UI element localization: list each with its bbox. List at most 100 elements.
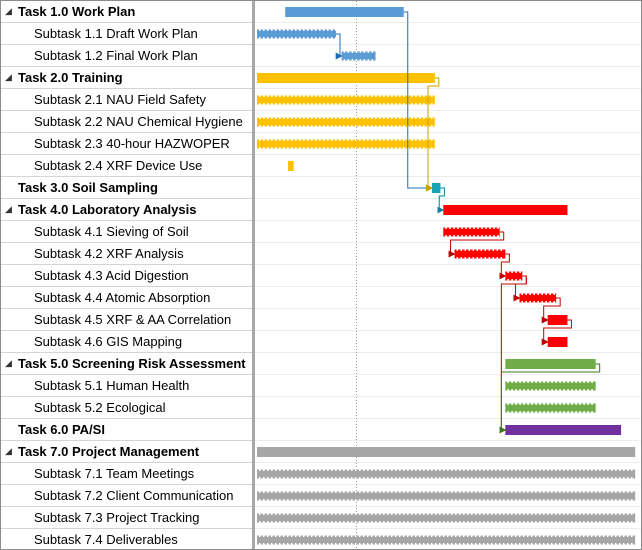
- bar-notch: [311, 521, 313, 523]
- bar-notch: [449, 235, 451, 237]
- bar-notch: [471, 543, 473, 545]
- bar-notch: [551, 477, 553, 479]
- task-row-t7_2[interactable]: Subtask 7.2 Client Communication: [1, 485, 252, 507]
- bar-notch: [443, 543, 445, 545]
- task-name: Subtask 2.4 XRF Device Use: [34, 158, 203, 173]
- task-row-t2_3[interactable]: Subtask 2.3 40-hour HAZWOPER: [1, 133, 252, 155]
- bar-notch: [575, 543, 577, 545]
- bar-notch: [263, 125, 265, 127]
- bar-notch: [583, 535, 585, 537]
- bar-notch: [591, 543, 593, 545]
- bar-notch: [575, 521, 577, 523]
- bar-notch: [575, 411, 577, 413]
- task-row-t7[interactable]: ◢ Task 7.0 Project Management: [1, 441, 252, 463]
- bar-notch: [419, 543, 421, 545]
- bar-notch: [511, 513, 513, 515]
- bar-notch: [307, 513, 309, 515]
- collapse-arrow-icon[interactable]: ◢: [5, 204, 12, 214]
- task-row-t7_3[interactable]: Subtask 7.3 Project Tracking: [1, 507, 252, 529]
- bar-notch: [575, 389, 577, 391]
- task-row-t7_1[interactable]: Subtask 7.1 Team Meetings: [1, 463, 252, 485]
- bar-notch: [535, 513, 537, 515]
- bar-notch: [475, 477, 477, 479]
- pane-splitter[interactable]: [252, 1, 255, 549]
- task-row-t6[interactable]: Task 6.0 PA/SI: [1, 419, 252, 441]
- bar-notch: [283, 29, 285, 31]
- bar-notch: [375, 543, 377, 545]
- bar-notch: [507, 521, 509, 523]
- task-row-t4_4[interactable]: Subtask 4.4 Atomic Absorption: [1, 287, 252, 309]
- task-row-t4_3[interactable]: Subtask 4.3 Acid Digestion: [1, 265, 252, 287]
- task-row-t4[interactable]: ◢ Task 4.0 Laboratory Analysis: [1, 199, 252, 221]
- bar-notch: [527, 381, 529, 383]
- task-row-t4_5[interactable]: Subtask 4.5 XRF & AA Correlation: [1, 309, 252, 331]
- bar-notch: [307, 117, 309, 119]
- bar-notch: [395, 513, 397, 515]
- bar-notch: [541, 301, 543, 303]
- task-row-t2_1[interactable]: Subtask 2.1 NAU Field Safety: [1, 89, 252, 111]
- bar-notch: [271, 513, 273, 515]
- bar-notch: [283, 491, 285, 493]
- task-row-t2_4[interactable]: Subtask 2.4 XRF Device Use: [1, 155, 252, 177]
- bar-notch: [279, 37, 281, 39]
- bar-notch: [379, 117, 381, 119]
- collapse-arrow-icon[interactable]: ◢: [5, 446, 12, 456]
- task-row-t7_4[interactable]: Subtask 7.4 Deliverables: [1, 529, 252, 549]
- bar-notch: [567, 403, 569, 405]
- collapse-arrow-icon[interactable]: ◢: [5, 6, 12, 16]
- bar-notch: [391, 469, 393, 471]
- collapse-arrow-icon[interactable]: ◢: [5, 358, 12, 368]
- bar-notch: [383, 521, 385, 523]
- bar-notch: [487, 499, 489, 501]
- bar-notch: [355, 95, 357, 97]
- task-row-t1_1[interactable]: Subtask 1.1 Draft Work Plan: [1, 23, 252, 45]
- bar-notch: [335, 469, 337, 471]
- bar-notch: [259, 29, 261, 31]
- bar-notch: [471, 521, 473, 523]
- bar-notch: [515, 521, 517, 523]
- bar-notch: [539, 411, 541, 413]
- bar-notch: [431, 521, 433, 523]
- bar-notch: [415, 513, 417, 515]
- task-row-t5_1[interactable]: Subtask 5.1 Human Health: [1, 375, 252, 397]
- bar-notch: [479, 477, 481, 479]
- bar-notch: [495, 535, 497, 537]
- bar-notch: [279, 535, 281, 537]
- task-row-t4_1[interactable]: Subtask 4.1 Sieving of Soil: [1, 221, 252, 243]
- task-row-t4_2[interactable]: Subtask 4.2 XRF Analysis: [1, 243, 252, 265]
- bar-notch: [311, 103, 313, 105]
- bar-notch: [347, 147, 349, 149]
- task-row-t5_2[interactable]: Subtask 5.2 Ecological: [1, 397, 252, 419]
- task-row-t1_2[interactable]: Subtask 1.2 Final Work Plan: [1, 45, 252, 67]
- task-row-t4_6[interactable]: Subtask 4.6 GIS Mapping: [1, 331, 252, 353]
- bar-notch: [295, 543, 297, 545]
- bar-notch: [551, 543, 553, 545]
- bar-notch: [267, 125, 269, 127]
- bar-notch: [383, 95, 385, 97]
- task-row-t1[interactable]: ◢ Task 1.0 Work Plan: [1, 1, 252, 23]
- bar-notch: [339, 513, 341, 515]
- task-row-t2_2[interactable]: Subtask 2.2 NAU Chemical Hygiene: [1, 111, 252, 133]
- task-row-t2[interactable]: ◢ Task 2.0 Training: [1, 67, 252, 89]
- bar-notch: [355, 139, 357, 141]
- bar-notch: [583, 477, 585, 479]
- bar-notch: [515, 535, 517, 537]
- collapse-arrow-icon[interactable]: ◢: [5, 72, 12, 82]
- bar-notch: [511, 499, 513, 501]
- bar-notch: [347, 117, 349, 119]
- bar-notch: [323, 37, 325, 39]
- bar-notch: [271, 95, 273, 97]
- bar-notch: [347, 469, 349, 471]
- bar-notch: [347, 103, 349, 105]
- bar-notch: [323, 491, 325, 493]
- bar-notch: [283, 117, 285, 119]
- bar-notch: [555, 477, 557, 479]
- bar-notch: [327, 37, 329, 39]
- task-row-t3[interactable]: Task 3.0 Soil Sampling: [1, 177, 252, 199]
- task-row-t5[interactable]: ◢ Task 5.0 Screening Risk Assessment: [1, 353, 252, 375]
- bar-notch: [315, 491, 317, 493]
- bar-notch: [411, 147, 413, 149]
- bar-notch: [415, 543, 417, 545]
- bar-notch: [559, 389, 561, 391]
- bar-notch: [283, 521, 285, 523]
